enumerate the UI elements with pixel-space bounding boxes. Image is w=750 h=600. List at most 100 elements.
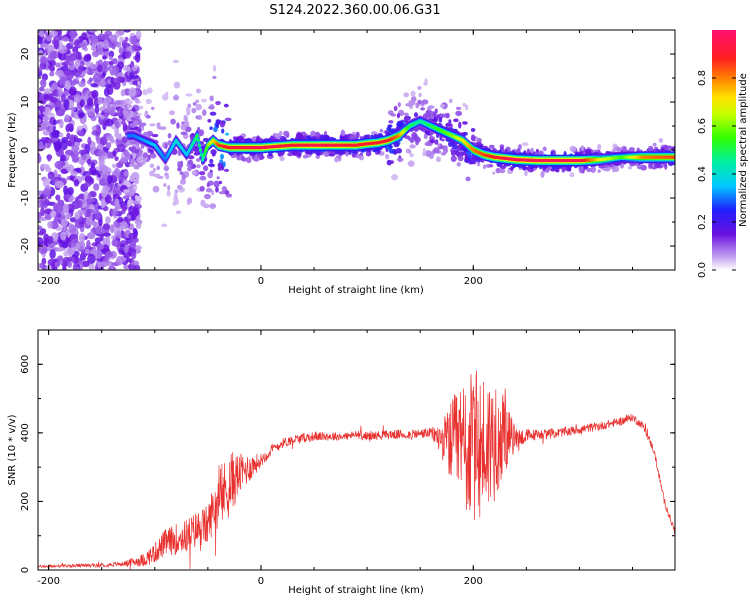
spectrogram-noise-blob (54, 70, 64, 77)
spectrogram-noise-blob (93, 183, 100, 191)
spectrogram-blob (590, 166, 597, 173)
spectrogram-noise-blob (68, 89, 77, 95)
spectrogram-noise-blob (40, 78, 47, 89)
spectrogram-noise-blob (102, 232, 112, 237)
spectrogram-blob (195, 158, 201, 163)
spectrogram-blob (429, 139, 435, 144)
spectrogram-ridge (197, 143, 201, 147)
spectrogram-blob (222, 161, 226, 168)
spectrogram-blob (132, 152, 137, 160)
spectrogram-noise-blob (104, 113, 109, 119)
spectrogram-noise-blob (88, 77, 94, 82)
spectrogram-blob (388, 145, 393, 149)
spectrogram-noise-blob (43, 94, 50, 100)
spectrogram-blob (403, 92, 409, 98)
spectrogram-blob (173, 191, 178, 199)
spectrogram-blob (185, 106, 191, 113)
spectrogram-blob (218, 180, 222, 185)
spectrogram-noise-blob (67, 261, 73, 269)
spectrogram-blob (477, 161, 481, 167)
spectrogram-blob (434, 139, 438, 145)
spectrogram-blob (315, 131, 321, 138)
colorbar: 0.00.20.40.60.8 Normalized spectral ampl… (697, 30, 749, 278)
spectrogram-blob (156, 165, 161, 171)
spectrogram-noise-blob (38, 225, 43, 231)
spectrogram-noise-blob (106, 261, 114, 267)
spectrogram-noise-blob (74, 266, 81, 270)
spectrogram-blob (167, 185, 171, 191)
spectrogram-blob (150, 106, 155, 111)
spectrogram-noise-blob (81, 260, 90, 268)
spectrogram-noise-blob (70, 170, 78, 177)
spectrogram-noise-blob (87, 192, 92, 203)
spectrogram-noise-blob (65, 212, 72, 220)
colorbar-tick-label: 0.0 (697, 262, 708, 278)
spectrogram-blob (225, 132, 230, 136)
spectrogram-blob (215, 119, 221, 125)
spectrogram-noise-blob (91, 130, 100, 136)
spectrogram-blob (211, 153, 216, 157)
spectrogram-blob (433, 147, 440, 154)
spectrogram-noise-blob (98, 149, 106, 157)
spectrogram-blob (149, 123, 156, 127)
spectrogram-blob (358, 155, 365, 161)
spectrogram-blob (464, 155, 469, 160)
spectrogram-noise-blob (83, 54, 92, 62)
spectrogram-blob (423, 133, 428, 140)
spectrogram-noise-blob (95, 225, 103, 235)
spectrogram-blob (396, 157, 404, 162)
spectrogram-noise-blob (131, 240, 136, 249)
spectrogram-noise-blob (66, 164, 75, 173)
spectrogram-x-axis-label: Height of straight line (km) (288, 285, 424, 296)
spectrogram-noise-blob (49, 124, 54, 133)
spectrogram-noise-blob (109, 266, 115, 270)
spectrogram-noise-blob (123, 30, 132, 33)
spectrogram-noise-blob (68, 64, 75, 71)
spectrogram-blob (140, 122, 147, 126)
spectrogram-blob (121, 136, 128, 144)
spectrogram-blob (545, 167, 550, 173)
spectrogram-blob (185, 93, 193, 97)
spectrogram-blob (207, 118, 212, 123)
spectrogram-noise-blob (90, 34, 99, 45)
spectrogram-noise-blob (131, 44, 139, 52)
spectrogram-noise-blob (96, 44, 104, 55)
spectrogram-blob (123, 180, 130, 186)
spectrogram-noise-blob (94, 249, 103, 259)
spectrogram-blob (151, 133, 159, 138)
y-tick-label: -10 (20, 190, 31, 206)
spectrogram-noise-blob (38, 118, 42, 124)
spectrogram-blob (540, 170, 545, 178)
spectrogram-ridge (200, 158, 205, 162)
spectrogram-blob (173, 81, 181, 89)
spectrogram-noise-blob (78, 81, 86, 88)
spectrogram-noise-blob (69, 32, 79, 37)
spectrogram-blob (366, 149, 372, 153)
spectrogram-blob (196, 164, 201, 169)
spectrogram-blob (203, 165, 209, 172)
spectrogram-blob (137, 80, 141, 86)
spectrogram-noise-blob (78, 232, 86, 243)
spectrogram-noise-blob (105, 142, 112, 149)
spectrogram-blob (397, 102, 401, 108)
spectrogram-blob (654, 162, 661, 168)
spectrogram-blob (223, 168, 230, 172)
spectrogram-noise-blob (121, 39, 128, 49)
spectrogram-noise-blob (81, 154, 87, 161)
spectrogram-blob (188, 159, 194, 165)
spectrogram-noise-blob (54, 180, 64, 189)
spectrogram-blob (165, 174, 170, 180)
spectrogram-noise-blob (45, 143, 51, 149)
spectrogram-blob (447, 141, 454, 148)
spectrogram-noise-blob (116, 255, 124, 266)
spectrogram-noise-blob (104, 118, 114, 127)
spectrogram-noise-blob (54, 160, 64, 170)
spectrogram-noise-blob (65, 149, 74, 156)
spectrogram-blob (586, 167, 592, 173)
spectrogram-noise-blob (60, 154, 67, 162)
spectrogram-noise-blob (47, 138, 53, 144)
spectrogram-noise-blob (49, 210, 57, 218)
spectrogram-blob (145, 98, 152, 104)
spectrogram-blob (636, 164, 643, 170)
